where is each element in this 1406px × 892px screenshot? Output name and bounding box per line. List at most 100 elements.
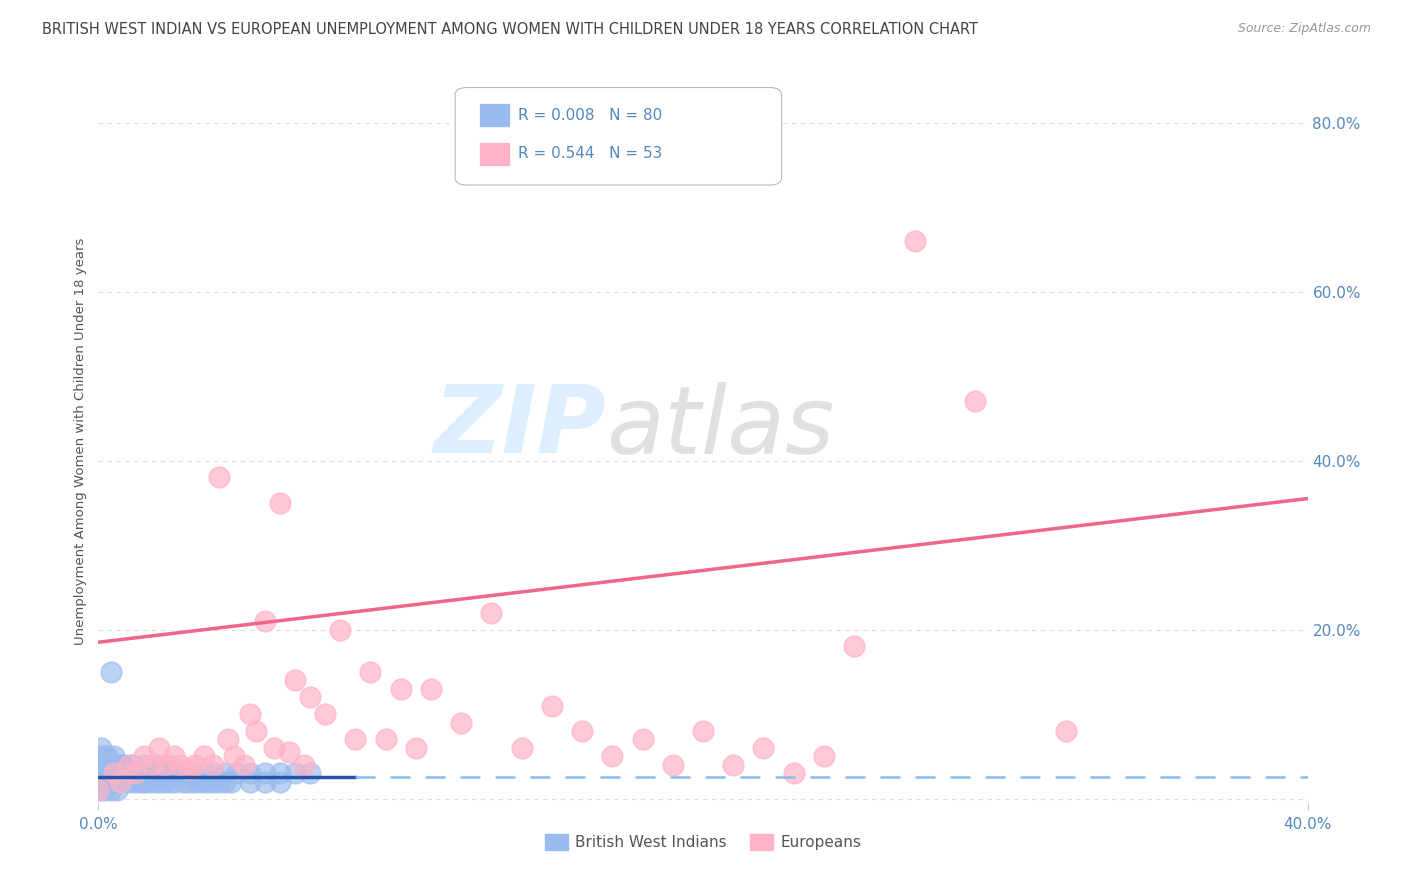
Point — [344, 732, 367, 747]
Point — [405, 740, 427, 755]
Point — [179, 762, 201, 776]
Point — [190, 774, 212, 789]
Point — [145, 774, 167, 789]
Point — [114, 766, 136, 780]
Point — [253, 614, 276, 628]
Point — [221, 774, 243, 789]
Point — [172, 766, 194, 780]
Point — [100, 665, 122, 679]
Point — [284, 673, 307, 688]
Point — [108, 757, 131, 772]
Point — [202, 774, 225, 789]
Point — [150, 774, 173, 789]
Point — [481, 606, 503, 620]
Point — [121, 766, 143, 780]
Point — [148, 766, 170, 780]
Bar — [479, 103, 509, 128]
Point — [111, 757, 134, 772]
Point — [87, 749, 110, 764]
Point — [90, 757, 112, 772]
Text: atlas: atlas — [606, 382, 835, 473]
Point — [299, 766, 322, 780]
Point — [184, 774, 207, 789]
Point — [214, 766, 236, 780]
Point — [100, 783, 122, 797]
Point — [103, 766, 125, 780]
Point — [132, 774, 155, 789]
Point — [208, 470, 231, 484]
Point — [108, 766, 131, 780]
Point — [118, 757, 141, 772]
Point — [105, 783, 128, 797]
Point — [135, 766, 157, 780]
Point — [224, 749, 246, 764]
Point — [96, 757, 118, 772]
Point — [124, 766, 146, 780]
Point — [723, 757, 745, 772]
Point — [121, 757, 143, 772]
Point — [160, 766, 183, 780]
Point — [214, 774, 236, 789]
Point — [232, 757, 254, 772]
Point — [103, 766, 125, 780]
Point — [904, 234, 927, 248]
Point — [142, 757, 165, 772]
Point — [163, 774, 186, 789]
Point — [329, 623, 352, 637]
Point — [87, 774, 110, 789]
Point — [813, 749, 835, 764]
Point — [179, 774, 201, 789]
Point — [277, 745, 299, 759]
Bar — [479, 142, 509, 166]
Point — [965, 394, 987, 409]
Point — [93, 757, 115, 772]
Point — [263, 740, 285, 755]
Point — [195, 774, 218, 789]
Point — [163, 749, 186, 764]
Point — [571, 723, 593, 738]
Point — [239, 766, 262, 780]
Point — [510, 740, 533, 755]
Point — [142, 766, 165, 780]
Point — [93, 749, 115, 764]
Point — [132, 757, 155, 772]
Text: ZIP: ZIP — [433, 381, 606, 473]
Point — [114, 766, 136, 780]
Point — [156, 757, 179, 772]
Point — [87, 783, 110, 797]
Point — [269, 774, 291, 789]
Point — [93, 783, 115, 797]
Text: R = 0.008   N = 80: R = 0.008 N = 80 — [517, 108, 662, 123]
Point — [540, 698, 562, 713]
Point — [90, 774, 112, 789]
Point — [208, 774, 231, 789]
Point — [1054, 723, 1077, 738]
Point — [169, 757, 191, 772]
Point — [631, 732, 654, 747]
Point — [148, 740, 170, 755]
Point — [127, 766, 149, 780]
Point — [226, 766, 249, 780]
Point — [87, 766, 110, 780]
Point — [93, 766, 115, 780]
Point — [292, 757, 315, 772]
Point — [299, 690, 322, 705]
Text: BRITISH WEST INDIAN VS EUROPEAN UNEMPLOYMENT AMONG WOMEN WITH CHILDREN UNDER 18 : BRITISH WEST INDIAN VS EUROPEAN UNEMPLOY… — [42, 22, 979, 37]
Point — [284, 766, 307, 780]
Point — [124, 774, 146, 789]
Point — [374, 732, 396, 747]
Text: Source: ZipAtlas.com: Source: ZipAtlas.com — [1237, 22, 1371, 36]
Point — [87, 757, 110, 772]
Point — [127, 766, 149, 780]
Point — [450, 715, 472, 730]
Point — [139, 766, 162, 780]
Y-axis label: Unemployment Among Women with Children Under 18 years: Unemployment Among Women with Children U… — [75, 238, 87, 645]
Point — [153, 757, 176, 772]
Point — [118, 774, 141, 789]
Point — [150, 766, 173, 780]
Point — [96, 774, 118, 789]
Point — [245, 723, 267, 738]
Point — [153, 766, 176, 780]
Point — [752, 740, 775, 755]
Point — [202, 766, 225, 780]
